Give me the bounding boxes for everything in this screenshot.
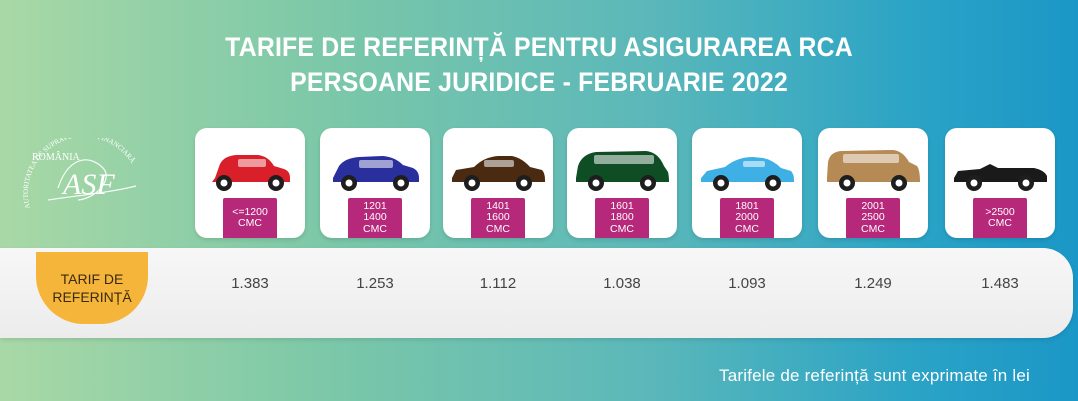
asf-logo: ROMÂNIA ASF AUTORITATEA DE SUPRAVEGHERE … (22, 138, 137, 209)
engine-capacity-badge: 1601 1800 CMC (595, 198, 649, 238)
hatchback-icon (333, 156, 419, 191)
minivan-icon (576, 151, 669, 191)
tariff-value: 1.112 (479, 275, 517, 292)
engine-category-card: 1601 1800 CMC (567, 128, 677, 238)
engine-category-card: 1201 1400 CMC (320, 128, 430, 238)
small-hatchback-icon (212, 155, 290, 191)
sedan-icon (452, 156, 545, 191)
convertible-icon (954, 164, 1047, 191)
page-title: TARIFE DE REFERINȚĂ PENTRU ASIGURAREA RC… (0, 30, 1078, 100)
engine-capacity-badge: >2500 CMC (973, 198, 1027, 238)
tariff-value: 1.093 (728, 275, 766, 292)
logo-monogram: ASF (61, 168, 115, 201)
logo-country-text: ROMÂNIA (32, 151, 81, 163)
engine-category-card: 1801 2000 CMC (692, 128, 802, 238)
engine-capacity-badge: 1201 1400 CMC (348, 198, 402, 238)
tariff-value: 1.483 (981, 275, 1019, 292)
engine-capacity-badge: 1801 2000 CMC (720, 198, 774, 238)
currency-note: Tarifele de referință sunt exprimate în … (719, 366, 1030, 385)
reference-tariff-label: TARIF DE REFERINȚĂ (36, 252, 148, 324)
engine-capacity-badge: 2001 2500 CMC (846, 198, 900, 238)
title-line-2: PERSOANE JURIDICE - FEBRUARIE 2022 (290, 67, 788, 97)
tariff-value: 1.249 (854, 275, 892, 292)
engine-category-card: >2500 CMC (945, 128, 1055, 238)
engine-capacity-badge: <=1200 CMC (223, 198, 277, 238)
tariff-band (0, 248, 1073, 338)
engine-category-card: 2001 2500 CMC (818, 128, 928, 238)
tariff-value: 1.383 (231, 275, 269, 292)
title-line-1: TARIFE DE REFERINȚĂ PENTRU ASIGURAREA RC… (225, 32, 853, 62)
coupe-icon (701, 157, 794, 191)
tariff-value: 1.038 (603, 275, 641, 292)
engine-category-card: 1401 1600 CMC (443, 128, 553, 238)
engine-capacity-badge: 1401 1600 CMC (471, 198, 525, 238)
suv-icon (827, 150, 920, 191)
tariff-value: 1.253 (356, 275, 394, 292)
engine-category-card: <=1200 CMC (195, 128, 305, 238)
